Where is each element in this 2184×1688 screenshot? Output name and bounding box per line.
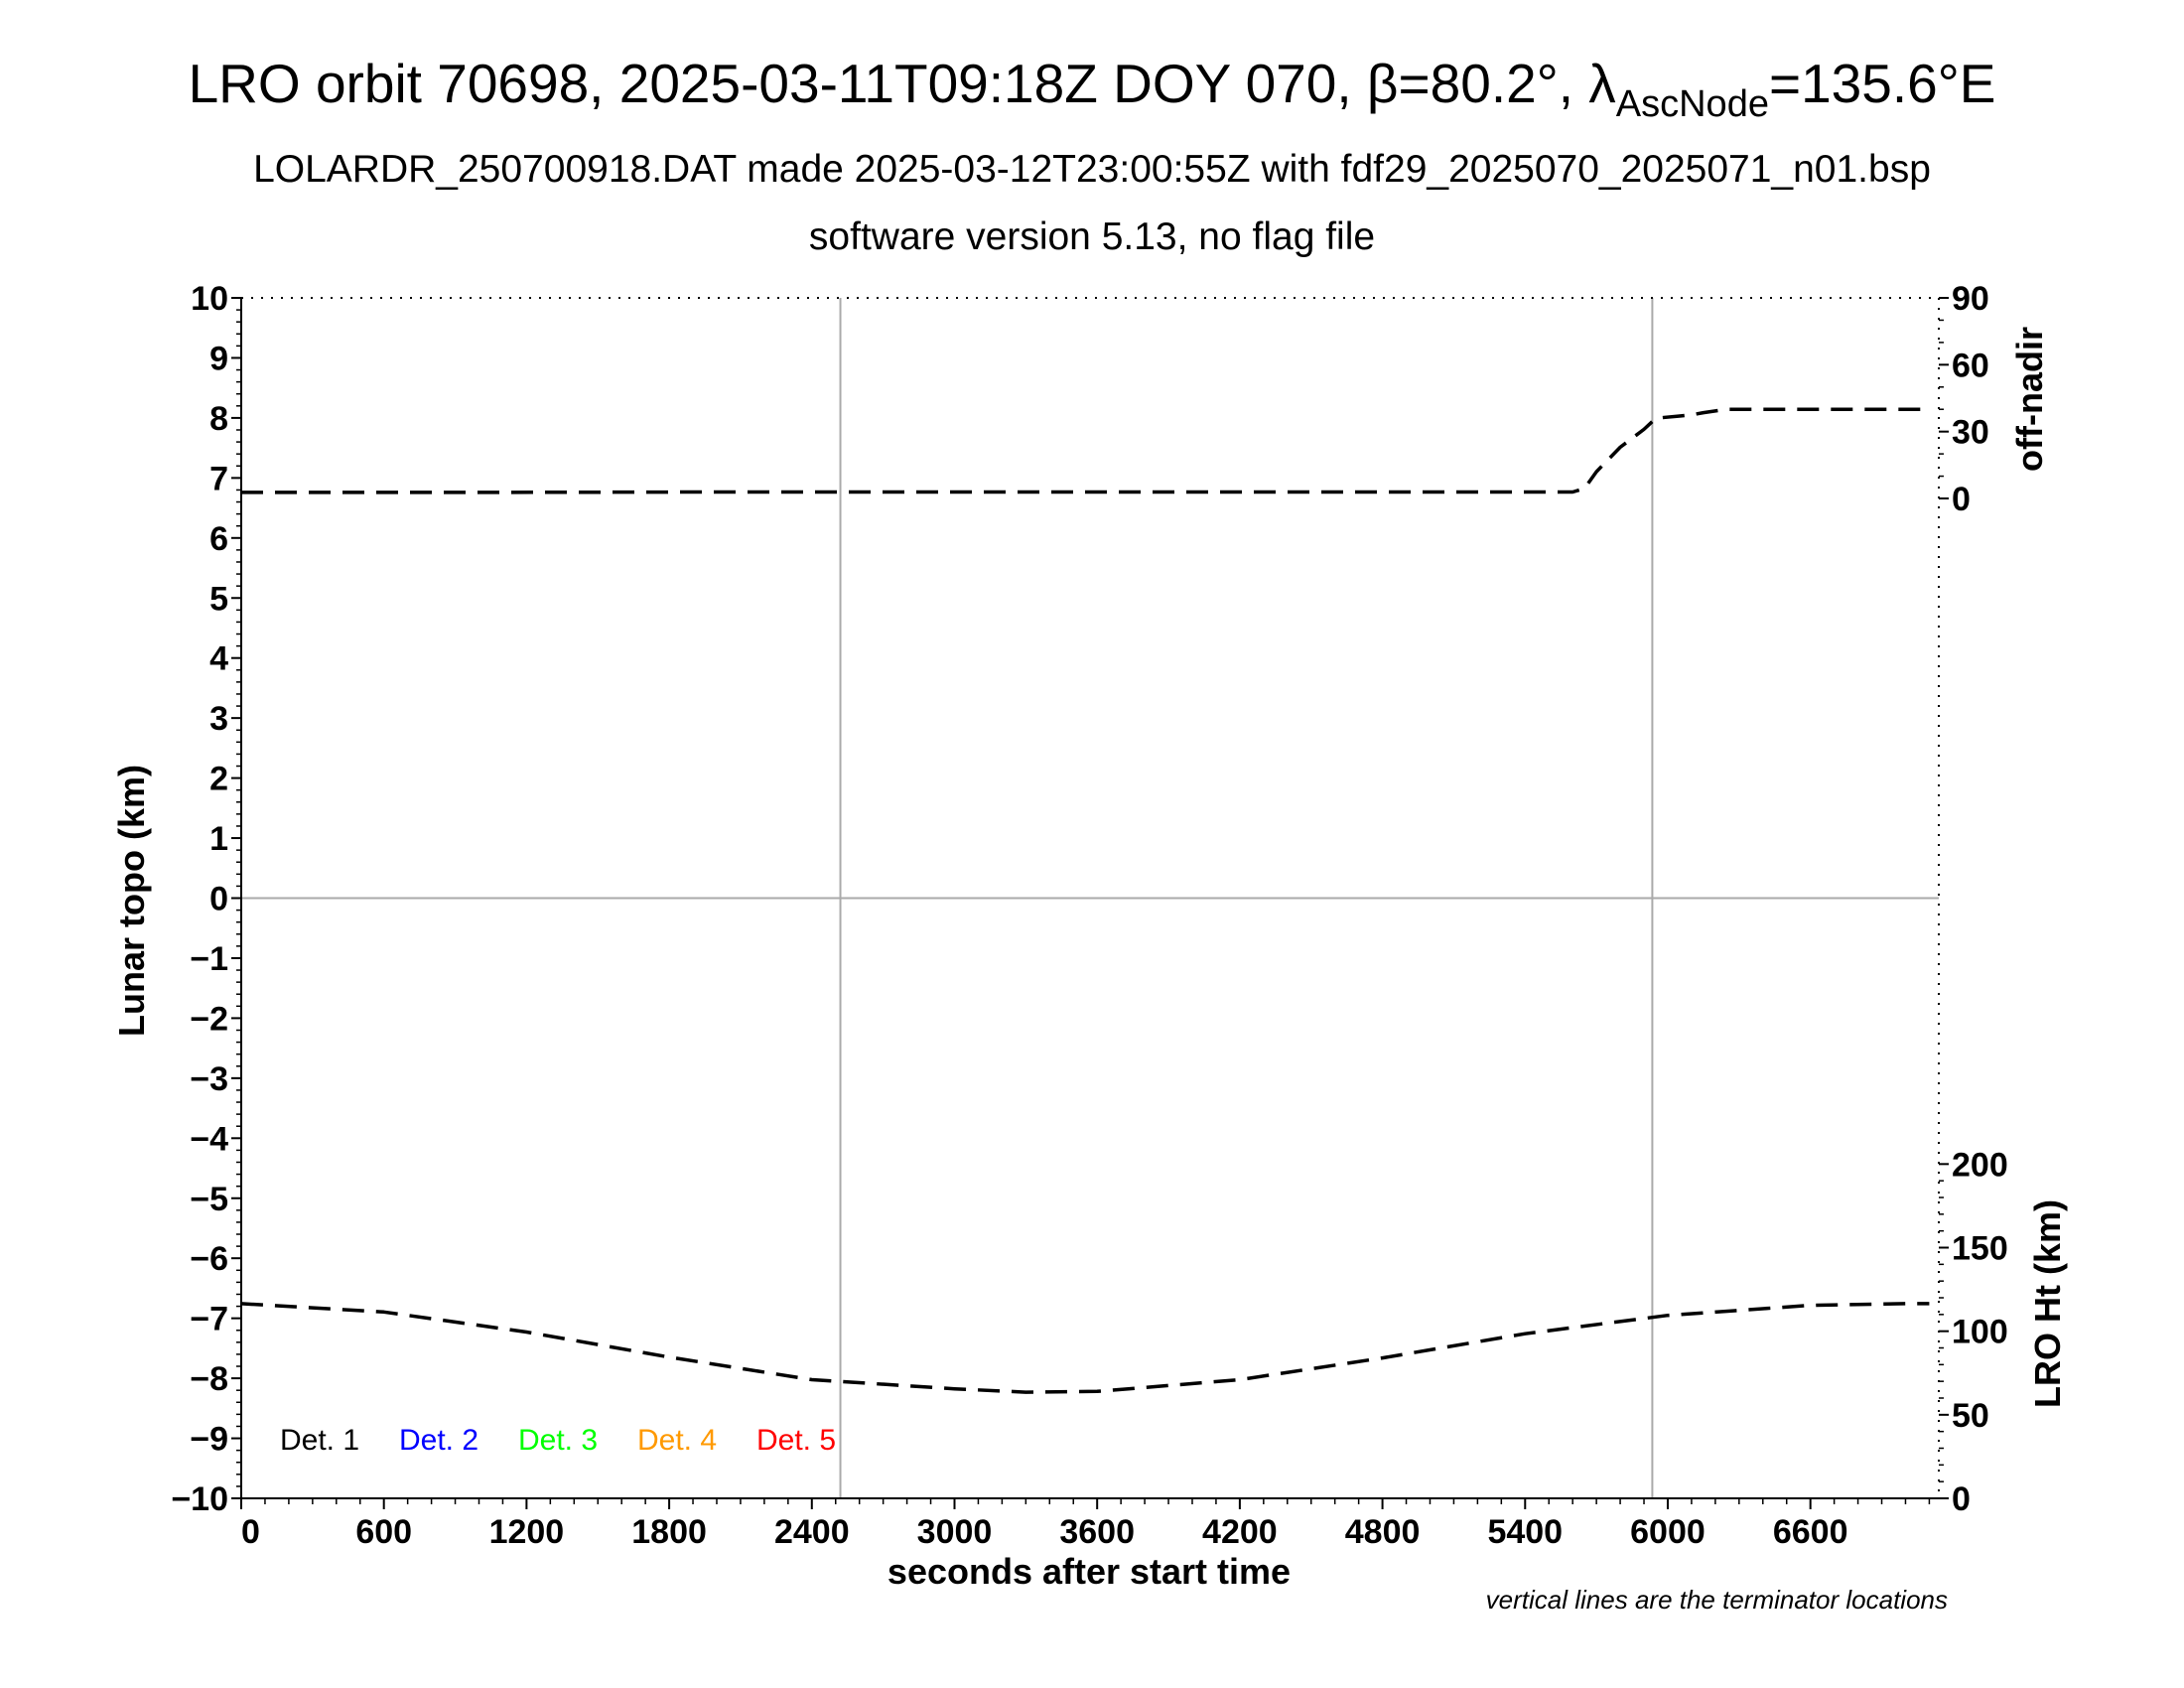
y-tick-label: 0: [209, 881, 228, 918]
legend-item-det-4: Det. 4: [637, 1424, 717, 1457]
legend-item-det-2: Det. 2: [399, 1424, 478, 1457]
x-tick-label: 6600: [1773, 1513, 1848, 1551]
x-tick-label: 2400: [774, 1513, 850, 1551]
legend-item-det-5: Det. 5: [756, 1424, 836, 1457]
y-tick-label: −1: [190, 940, 228, 978]
series-layer: [240, 407, 1930, 1394]
y-tick-label: 9: [209, 340, 228, 377]
terminator-note: vertical lines are the terminator locati…: [1486, 1585, 1948, 1615]
chart-title-main: LRO orbit 70698, 2025-03-11T09:18Z DOY 0…: [188, 53, 1616, 114]
y-tick-label: 2: [209, 761, 228, 798]
y-axis-label: Lunar topo (km): [111, 765, 152, 1037]
x-tick-label: 5400: [1487, 1513, 1563, 1551]
chart-subtitle-software: software version 5.13, no flag file: [808, 215, 1376, 258]
lro-ht-tick-label: 150: [1952, 1230, 2008, 1268]
x-tick-label: 0: [241, 1513, 260, 1551]
chart-title-suffix: =135.6°E: [1768, 53, 1996, 114]
lro-ht-tick-label: 200: [1952, 1146, 2008, 1184]
lro-ht-tick-label: 100: [1952, 1314, 2008, 1351]
chart-subtitle-file: LOLARDR_250700918.DAT made 2025-03-12T23…: [253, 148, 1931, 191]
off-nadir-series-line: [241, 407, 1930, 494]
y-tick-label: −8: [190, 1360, 228, 1398]
legend: Det. 1 Det. 2 Det. 3 Det. 4 Det. 5: [280, 1424, 836, 1457]
y-tick-label: 4: [209, 640, 228, 678]
off-nadir-tick-label: 90: [1952, 280, 1989, 318]
x-tick-label: 3600: [1059, 1513, 1135, 1551]
x-tick-label: 4800: [1345, 1513, 1421, 1551]
chart-title: LRO orbit 70698, 2025-03-11T09:18Z DOY 0…: [0, 52, 2184, 136]
y-tick-label: −2: [190, 1000, 228, 1038]
lro-height-series-line: [240, 1302, 1930, 1394]
y-tick-label: −10: [171, 1480, 228, 1518]
x-tick-label: 4200: [1202, 1513, 1278, 1551]
y-tick-label: 6: [209, 520, 228, 558]
right-bottom-axis-label: LRO Ht (km): [2027, 1199, 2068, 1408]
y-tick-label: 3: [209, 700, 228, 738]
y-tick-label: −6: [190, 1240, 228, 1278]
y-tick-label: 8: [209, 400, 228, 438]
x-tick-label: 600: [355, 1513, 412, 1551]
chart-title-subscript: AscNode: [1615, 83, 1769, 125]
y-tick-label: 1: [209, 820, 228, 858]
y-tick-label: 10: [191, 280, 228, 318]
y-tick-label: −3: [190, 1060, 228, 1098]
off-nadir-tick-label: 60: [1952, 347, 1989, 384]
x-tick-label: 3000: [917, 1513, 993, 1551]
off-nadir-tick-label: 30: [1952, 414, 1989, 452]
y-tick-label: −9: [190, 1421, 228, 1459]
lro-ht-tick-label: 50: [1952, 1397, 1989, 1435]
legend-item-det-1: Det. 1: [280, 1424, 359, 1457]
y-tick-label: −7: [190, 1301, 228, 1338]
off-nadir-tick-label: 0: [1952, 481, 1971, 518]
x-axis-label: seconds after start time: [887, 1551, 1291, 1592]
y-tick-label: 7: [209, 460, 228, 497]
grid-lines: [241, 298, 1939, 1498]
x-tick-label: 1200: [489, 1513, 565, 1551]
y-tick-label: 5: [209, 580, 228, 618]
x-tick-label: 1800: [631, 1513, 707, 1551]
y-tick-label: −4: [190, 1120, 228, 1158]
legend-item-det-3: Det. 3: [518, 1424, 598, 1457]
right-top-axis-label: off-nadir: [2009, 327, 2050, 472]
y-tick-label: −5: [190, 1181, 228, 1218]
lro-ht-tick-label: 0: [1952, 1480, 1971, 1518]
x-tick-label: 6000: [1630, 1513, 1706, 1551]
tick-marks: [231, 297, 1949, 1509]
